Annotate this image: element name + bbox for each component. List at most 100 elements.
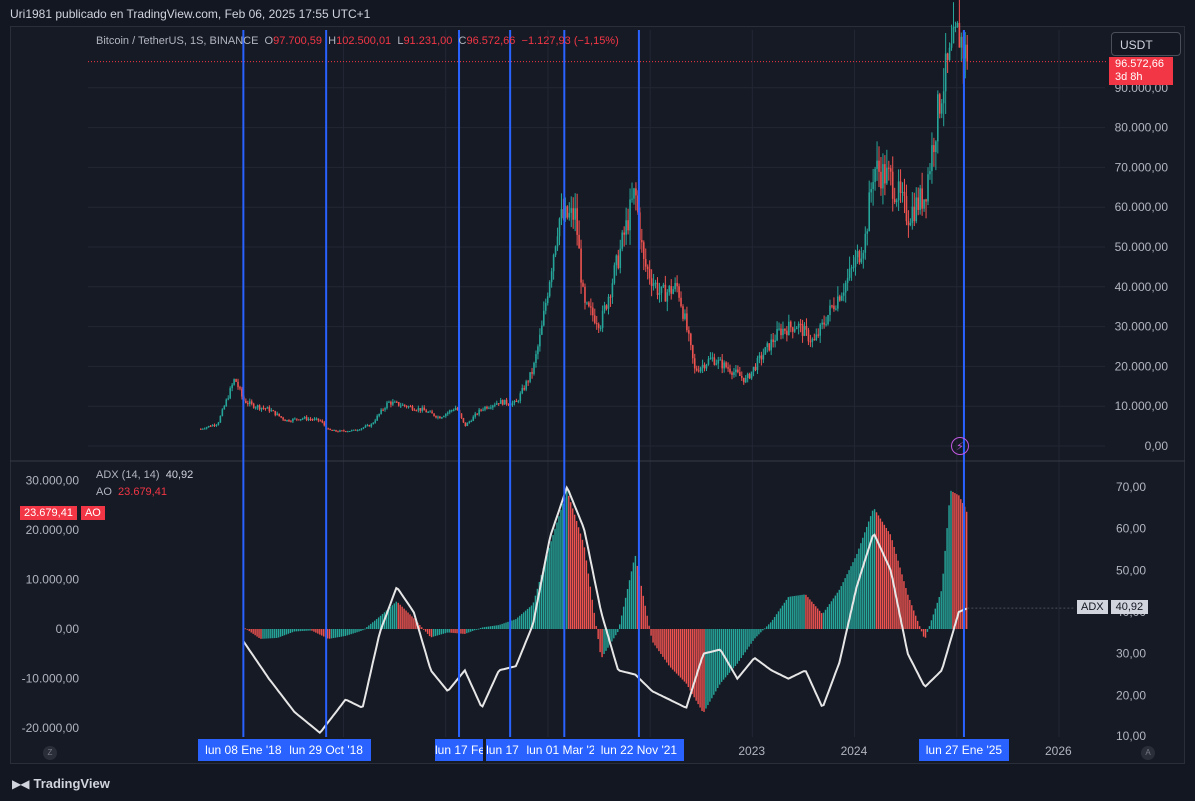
ao-bar — [575, 520, 578, 629]
ao-bar — [885, 527, 888, 629]
candle-body — [258, 405, 261, 410]
ao-bar — [828, 604, 831, 629]
ao-bar — [905, 588, 907, 629]
ao-bar — [724, 629, 727, 678]
ao-bar — [468, 629, 470, 633]
ao-bar — [377, 617, 380, 629]
auto-scale-button[interactable]: A — [1141, 746, 1155, 760]
candle-body — [684, 313, 686, 319]
candle-body — [307, 418, 310, 420]
candle-body — [607, 296, 610, 309]
candle-body — [294, 418, 296, 420]
candle-body — [935, 141, 937, 153]
candle-body — [672, 289, 674, 294]
candle-body — [705, 364, 708, 369]
ao-bar — [477, 628, 480, 630]
ao-bar — [348, 629, 350, 635]
candle-body — [466, 422, 469, 427]
candle-body — [735, 369, 737, 373]
candle-body — [656, 282, 659, 295]
candle-body — [305, 417, 308, 420]
ao-bar — [773, 617, 776, 629]
ao-bar — [407, 612, 409, 629]
zoom-reset-button[interactable]: Z — [43, 746, 57, 760]
ao-bar — [701, 629, 703, 711]
ao-bar — [766, 626, 768, 629]
ao-bar — [434, 629, 437, 637]
ao-bar — [777, 611, 780, 629]
ao-bar — [505, 622, 507, 629]
candle-body — [703, 364, 706, 369]
candle-body — [405, 405, 408, 408]
ao-bar — [858, 548, 860, 629]
ao-legend[interactable]: AO 23.679,41 — [96, 486, 167, 498]
candle-body — [303, 417, 306, 419]
ao-bar — [540, 575, 543, 629]
candle-body — [803, 325, 806, 336]
candle-body — [297, 419, 300, 421]
ao-bar — [297, 629, 299, 632]
ao-bar — [497, 625, 499, 629]
ao-bar — [593, 612, 595, 629]
ao-bar — [583, 547, 586, 629]
legend-symbol[interactable]: Bitcoin / TetherUS, 1S, BINANCE — [96, 35, 259, 47]
ao-legend-label: AO — [96, 486, 112, 498]
candle-body — [693, 358, 696, 369]
candle-body — [274, 410, 277, 416]
candle-body — [760, 355, 763, 360]
currency-button[interactable]: USDT — [1111, 32, 1181, 56]
ao-bar — [301, 629, 303, 632]
candle-body — [850, 267, 853, 269]
ao-bar — [856, 553, 858, 629]
candle-body — [874, 168, 876, 183]
time-marker-label: lun 27 Ene '25 — [918, 739, 1009, 761]
ao-bar — [732, 629, 735, 669]
ao-bar — [916, 620, 919, 629]
ao-bar — [350, 629, 352, 635]
candle-body — [772, 339, 774, 343]
ao-bar — [503, 623, 505, 629]
candle-body — [946, 53, 949, 60]
adx-axis-label: 10,00 — [1116, 729, 1146, 743]
price-axis-label: 30.000,00 — [1115, 320, 1169, 334]
ao-bar — [450, 629, 452, 633]
ao-bar — [326, 629, 329, 639]
candle-body — [205, 427, 208, 429]
ao-bar — [605, 629, 607, 651]
ao-bar — [848, 570, 850, 629]
candle-body — [290, 421, 292, 423]
candle-body — [339, 430, 341, 432]
candle-body — [674, 282, 676, 290]
ao-bar — [258, 629, 260, 638]
candle-body — [886, 167, 888, 184]
ao-bar — [675, 629, 678, 674]
adx-legend[interactable]: ADX (14, 14) 40,92 — [96, 469, 193, 481]
ao-bar — [889, 534, 891, 629]
ao-bar — [517, 617, 519, 629]
ao-bar — [270, 629, 272, 639]
ao-bar — [601, 629, 603, 658]
ao-tag-value: 23.679,41 — [20, 506, 77, 520]
candle-body — [774, 340, 776, 343]
lightning-icon[interactable]: ⚡ — [951, 437, 969, 455]
candle-body — [746, 373, 749, 379]
last-price-tag: 96.572,66 3d 8h — [1109, 57, 1173, 85]
ao-bar — [538, 581, 541, 629]
ao-bar — [622, 606, 625, 629]
candle-body — [448, 410, 451, 413]
candle-body — [889, 168, 892, 172]
tradingview-logo[interactable]: ▶◀ TradingView — [12, 776, 110, 791]
ao-bar — [895, 553, 897, 629]
ao-bar — [501, 623, 503, 629]
candle-body — [266, 407, 269, 409]
ao-bar — [952, 491, 954, 629]
candle-body — [356, 430, 359, 432]
candle-body — [519, 393, 522, 401]
ao-bar — [911, 605, 913, 629]
candle-body — [268, 407, 271, 412]
ao-bar — [640, 585, 642, 629]
candle-body — [588, 302, 590, 307]
ao-bar — [648, 625, 650, 629]
chart-frame[interactable] — [10, 26, 1185, 764]
